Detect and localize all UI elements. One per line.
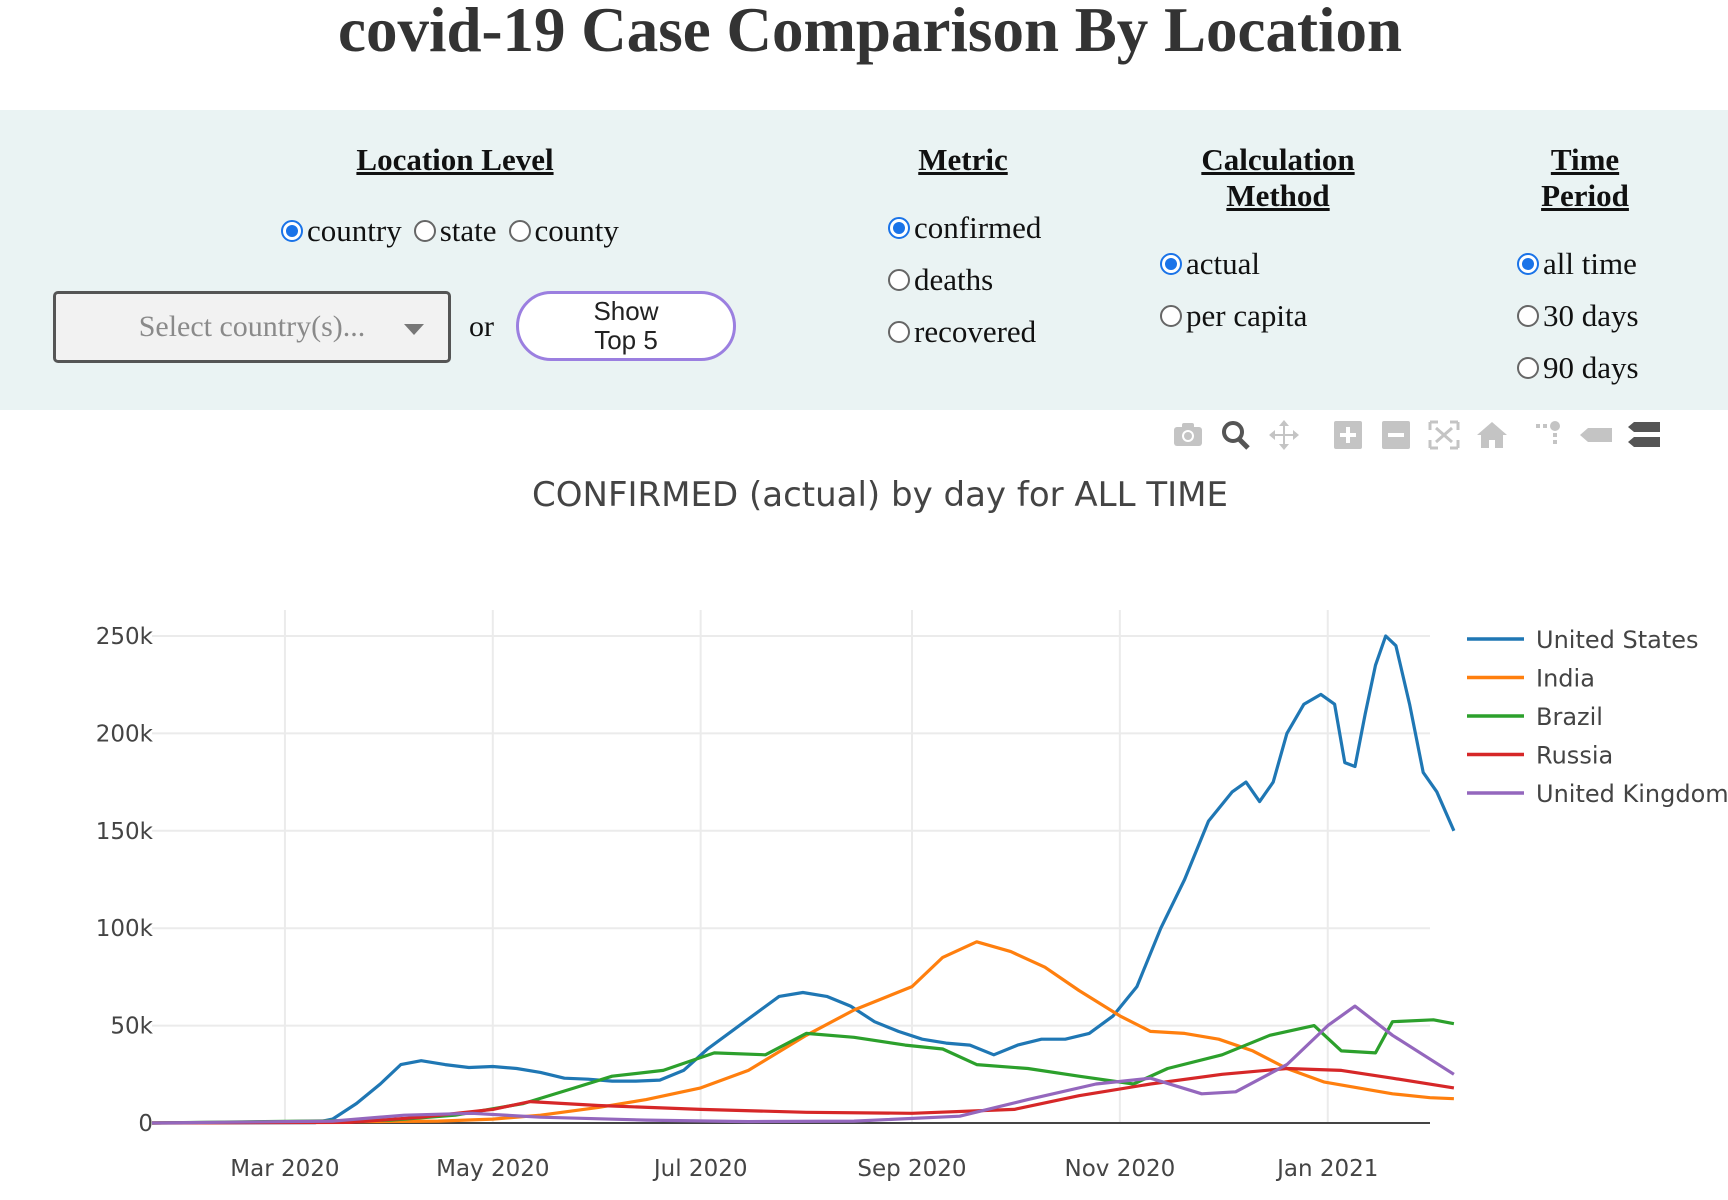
or-label: or — [469, 310, 494, 343]
series-line-india[interactable] — [151, 940, 1454, 1125]
series-line-russia[interactable] — [151, 1066, 1455, 1125]
all-time-radio[interactable] — [1517, 253, 1539, 275]
calculation-radio-actual[interactable]: actual — [1160, 246, 1272, 282]
chevron-down-icon[interactable] — [404, 324, 424, 335]
time-radio-90-days[interactable]: 90 days — [1517, 350, 1651, 386]
metric-heading: Metric — [918, 142, 1008, 177]
x-tick-label: Nov 2020 — [1065, 1156, 1176, 1182]
metric-radio-confirmed[interactable]: confirmed — [888, 210, 1053, 246]
control-panel: Location Level country state county Metr… — [0, 110, 1728, 410]
show-top5-line2: Top 5 — [594, 325, 658, 355]
location-level-heading: Location Level — [356, 142, 554, 177]
pan-icon[interactable] — [1266, 418, 1302, 452]
time-period-heading: Time Period — [1495, 142, 1675, 214]
county-radio[interactable] — [508, 220, 531, 242]
metric-radio-deaths[interactable]: deaths — [888, 262, 1005, 298]
calculation-method-heading: Calculation Method — [1160, 142, 1396, 214]
confirmed-radio-label[interactable]: confirmed — [914, 210, 1042, 245]
series-line-brazil[interactable] — [151, 1018, 1455, 1125]
actual-radio-label[interactable]: actual — [1186, 246, 1261, 281]
legend-label-united-states[interactable]: United States — [1536, 626, 1699, 654]
show-top5-button[interactable]: Show Top 5 — [516, 291, 736, 361]
series-line-united-states[interactable] — [151, 634, 1456, 1125]
legend-label-india[interactable]: India — [1536, 665, 1595, 693]
y-tick-label: 0 — [138, 1111, 153, 1137]
y-tick-label: 100k — [96, 916, 154, 942]
x-tick-label: Jul 2020 — [652, 1156, 748, 1182]
per-capita-radio-label[interactable]: per capita — [1186, 298, 1308, 333]
metric-radio-recovered[interactable]: recovered — [888, 314, 1048, 350]
camera-icon[interactable] — [1170, 418, 1206, 452]
hover-compare-icon[interactable] — [1626, 418, 1662, 452]
x-tick-label: Mar 2020 — [230, 1156, 339, 1182]
chart-modebar — [1170, 418, 1728, 452]
spike-lines-icon[interactable] — [1530, 418, 1566, 452]
country-select-placeholder: Select country(s)... — [138, 310, 366, 343]
time-radio-all-time[interactable]: all time — [1517, 246, 1649, 282]
autoscale-icon[interactable] — [1426, 418, 1462, 452]
recovered-radio-label[interactable]: recovered — [914, 314, 1037, 349]
90-days-radio-label[interactable]: 90 days — [1543, 350, 1639, 385]
time-radio-30-days[interactable]: 30 days — [1517, 298, 1651, 334]
legend-label-united-kingdom[interactable]: United Kingdom — [1536, 780, 1728, 808]
calculation-heading-line1: Calculation — [1201, 142, 1355, 177]
show-top5-line1: Show — [593, 296, 659, 326]
30-days-radio-label[interactable]: 30 days — [1543, 298, 1639, 333]
legend-label-russia[interactable]: Russia — [1536, 742, 1613, 770]
time-heading-line2: Period — [1541, 178, 1629, 213]
state-radio-label[interactable]: state — [439, 213, 497, 248]
home-icon[interactable] — [1474, 418, 1510, 452]
recovered-radio[interactable] — [888, 321, 910, 343]
actual-radio[interactable] — [1160, 253, 1182, 275]
legend-label-brazil[interactable]: Brazil — [1536, 703, 1603, 731]
time-heading-line1: Time — [1550, 142, 1620, 177]
zoom-in-icon[interactable] — [1330, 418, 1366, 452]
y-tick-label: 250k — [96, 624, 154, 650]
country-radio-label[interactable]: country — [307, 213, 402, 248]
y-tick-label: 50k — [110, 1014, 153, 1040]
per-capita-radio[interactable] — [1160, 305, 1182, 327]
country-select-dropdown[interactable]: Select country(s)... — [53, 291, 451, 363]
y-tick-label: 150k — [96, 819, 154, 845]
y-tick-label: 200k — [96, 721, 154, 747]
90-days-radio[interactable] — [1517, 357, 1539, 379]
deaths-radio-label[interactable]: deaths — [914, 262, 994, 297]
x-tick-label: Sep 2020 — [857, 1156, 966, 1182]
zoom-out-icon[interactable] — [1378, 418, 1414, 452]
deaths-radio[interactable] — [888, 269, 910, 291]
x-tick-label: Jan 2021 — [1275, 1156, 1378, 1182]
all-time-radio-label[interactable]: all time — [1543, 246, 1637, 281]
confirmed-radio[interactable] — [888, 217, 910, 239]
zoom-icon[interactable] — [1218, 418, 1254, 452]
hover-closest-icon[interactable] — [1578, 418, 1614, 452]
state-radio[interactable] — [413, 220, 436, 242]
series-line-united-kingdom[interactable] — [151, 1004, 1455, 1125]
x-tick-label: May 2020 — [436, 1156, 549, 1182]
county-radio-label[interactable]: county — [534, 213, 619, 248]
calculation-heading-line2: Method — [1226, 178, 1330, 213]
location-level-radio-group: country state county — [281, 213, 631, 249]
page-title: covid-19 Case Comparison By Location — [337, 0, 1403, 65]
country-radio[interactable] — [281, 220, 303, 242]
calculation-radio-per-capita[interactable]: per capita — [1160, 298, 1319, 334]
chart-title: CONFIRMED (actual) by day for ALL TIME — [532, 475, 1228, 515]
30-days-radio[interactable] — [1517, 305, 1539, 327]
